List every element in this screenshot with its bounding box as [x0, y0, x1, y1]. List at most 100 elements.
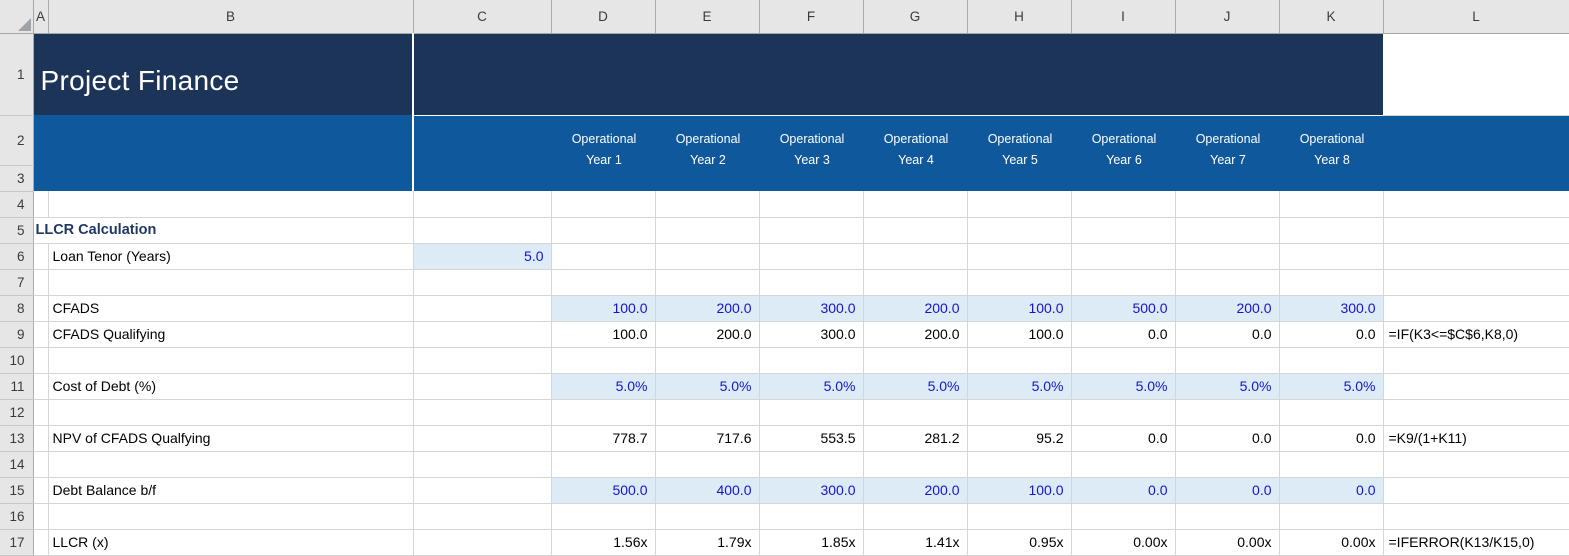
cell-B8[interactable]: CFADS [48, 295, 414, 322]
cell-A17[interactable] [33, 529, 49, 556]
cell-L7[interactable] [1383, 269, 1569, 296]
column-header-G[interactable]: G [863, 0, 968, 34]
cell-H9[interactable]: 100.0 [967, 321, 1072, 348]
cell-E7[interactable] [655, 269, 760, 296]
cell-J17[interactable]: 0.00x [1175, 529, 1280, 556]
row-header-3[interactable]: 3 [0, 165, 34, 192]
cell-E4[interactable] [655, 191, 760, 218]
cell-G8[interactable]: 200.0 [863, 295, 968, 322]
cell-B10[interactable] [48, 347, 414, 374]
cell-L6[interactable] [1383, 243, 1569, 270]
cell-I11[interactable]: 5.0% [1071, 373, 1176, 400]
cell-J13[interactable]: 0.0 [1175, 425, 1280, 452]
cell-C13[interactable] [413, 425, 552, 452]
cell-L12[interactable] [1383, 399, 1569, 426]
cell-D9[interactable]: 100.0 [551, 321, 656, 348]
cell-J7[interactable] [1175, 269, 1280, 296]
cell-A6[interactable] [33, 243, 49, 270]
cell-I5[interactable] [1071, 217, 1176, 244]
cell-I14[interactable] [1071, 451, 1176, 478]
cell-F14[interactable] [759, 451, 864, 478]
cell-G7[interactable] [863, 269, 968, 296]
cell-C5[interactable] [413, 217, 552, 244]
cell-F4[interactable] [759, 191, 864, 218]
cell-H15[interactable]: 100.0 [967, 477, 1072, 504]
column-header-I[interactable]: I [1071, 0, 1176, 34]
column-header-F[interactable]: F [759, 0, 864, 34]
cell-A12[interactable] [33, 399, 49, 426]
cell-F13[interactable]: 553.5 [759, 425, 864, 452]
cell-E16[interactable] [655, 503, 760, 530]
cell-K14[interactable] [1279, 451, 1384, 478]
cell-D7[interactable] [551, 269, 656, 296]
cell-H6[interactable] [967, 243, 1072, 270]
cell-L9[interactable]: =IF(K3<=$C$6,K8,0) [1383, 321, 1569, 348]
cell-J5[interactable] [1175, 217, 1280, 244]
banner-dark-band[interactable] [413, 33, 1383, 115]
cell-H14[interactable] [967, 451, 1072, 478]
row-header-17[interactable]: 17 [0, 529, 34, 556]
cell-B11[interactable]: Cost of Debt (%) [48, 373, 414, 400]
cell-L10[interactable] [1383, 347, 1569, 374]
cell-J4[interactable] [1175, 191, 1280, 218]
row-header-4[interactable]: 4 [0, 191, 34, 218]
banner-title-cell[interactable]: Project Finance [33, 33, 414, 115]
cell-D13[interactable]: 778.7 [551, 425, 656, 452]
cell-B13[interactable]: NPV of CFADS Qualfying [48, 425, 414, 452]
cell-D8[interactable]: 100.0 [551, 295, 656, 322]
cell-F6[interactable] [759, 243, 864, 270]
column-header-C[interactable]: C [413, 0, 552, 34]
cell-B17[interactable]: LLCR (x) [48, 529, 414, 556]
cell-A15[interactable] [33, 477, 49, 504]
cell-K11[interactable]: 5.0% [1279, 373, 1384, 400]
row-header-11[interactable]: 11 [0, 373, 34, 400]
cell-I17[interactable]: 0.00x [1071, 529, 1176, 556]
row-header-5[interactable]: 5 [0, 217, 34, 244]
cell-L15[interactable] [1383, 477, 1569, 504]
cell-E10[interactable] [655, 347, 760, 374]
cell-C9[interactable] [413, 321, 552, 348]
cell-B15[interactable]: Debt Balance b/f [48, 477, 414, 504]
cell-J10[interactable] [1175, 347, 1280, 374]
row-header-1[interactable]: 1 [0, 33, 34, 116]
cell-D11[interactable]: 5.0% [551, 373, 656, 400]
cell-F11[interactable]: 5.0% [759, 373, 864, 400]
cell-L13[interactable]: =K9/(1+K11) [1383, 425, 1569, 452]
cell-K5[interactable] [1279, 217, 1384, 244]
cell-I7[interactable] [1071, 269, 1176, 296]
cell-B6[interactable]: Loan Tenor (Years) [48, 243, 414, 270]
cell-B4[interactable] [48, 191, 414, 218]
cell-D6[interactable] [551, 243, 656, 270]
cell-H4[interactable] [967, 191, 1072, 218]
cell-J11[interactable]: 5.0% [1175, 373, 1280, 400]
cell-A14[interactable] [33, 451, 49, 478]
cell-H16[interactable] [967, 503, 1072, 530]
row-header-12[interactable]: 12 [0, 399, 34, 426]
cell-G17[interactable]: 1.41x [863, 529, 968, 556]
cell-J14[interactable] [1175, 451, 1280, 478]
cell-H8[interactable]: 100.0 [967, 295, 1072, 322]
cell-G9[interactable]: 200.0 [863, 321, 968, 348]
cell-J12[interactable] [1175, 399, 1280, 426]
cell-I4[interactable] [1071, 191, 1176, 218]
cell-A10[interactable] [33, 347, 49, 374]
cell-E12[interactable] [655, 399, 760, 426]
cell-F17[interactable]: 1.85x [759, 529, 864, 556]
row-header-7[interactable]: 7 [0, 269, 34, 296]
cell-K12[interactable] [1279, 399, 1384, 426]
cell-H5[interactable] [967, 217, 1072, 244]
cell-G11[interactable]: 5.0% [863, 373, 968, 400]
row-header-9[interactable]: 9 [0, 321, 34, 348]
cell-K4[interactable] [1279, 191, 1384, 218]
cell-G10[interactable] [863, 347, 968, 374]
cell-K15[interactable]: 0.0 [1279, 477, 1384, 504]
cell-A13[interactable] [33, 425, 49, 452]
cell-A5[interactable]: LLCR Calculation [33, 217, 414, 244]
cell-A8[interactable] [33, 295, 49, 322]
cell-L5[interactable] [1383, 217, 1569, 244]
select-all-corner[interactable] [0, 0, 34, 34]
cell-I16[interactable] [1071, 503, 1176, 530]
cell-L16[interactable] [1383, 503, 1569, 530]
cell-K16[interactable] [1279, 503, 1384, 530]
cell-B12[interactable] [48, 399, 414, 426]
